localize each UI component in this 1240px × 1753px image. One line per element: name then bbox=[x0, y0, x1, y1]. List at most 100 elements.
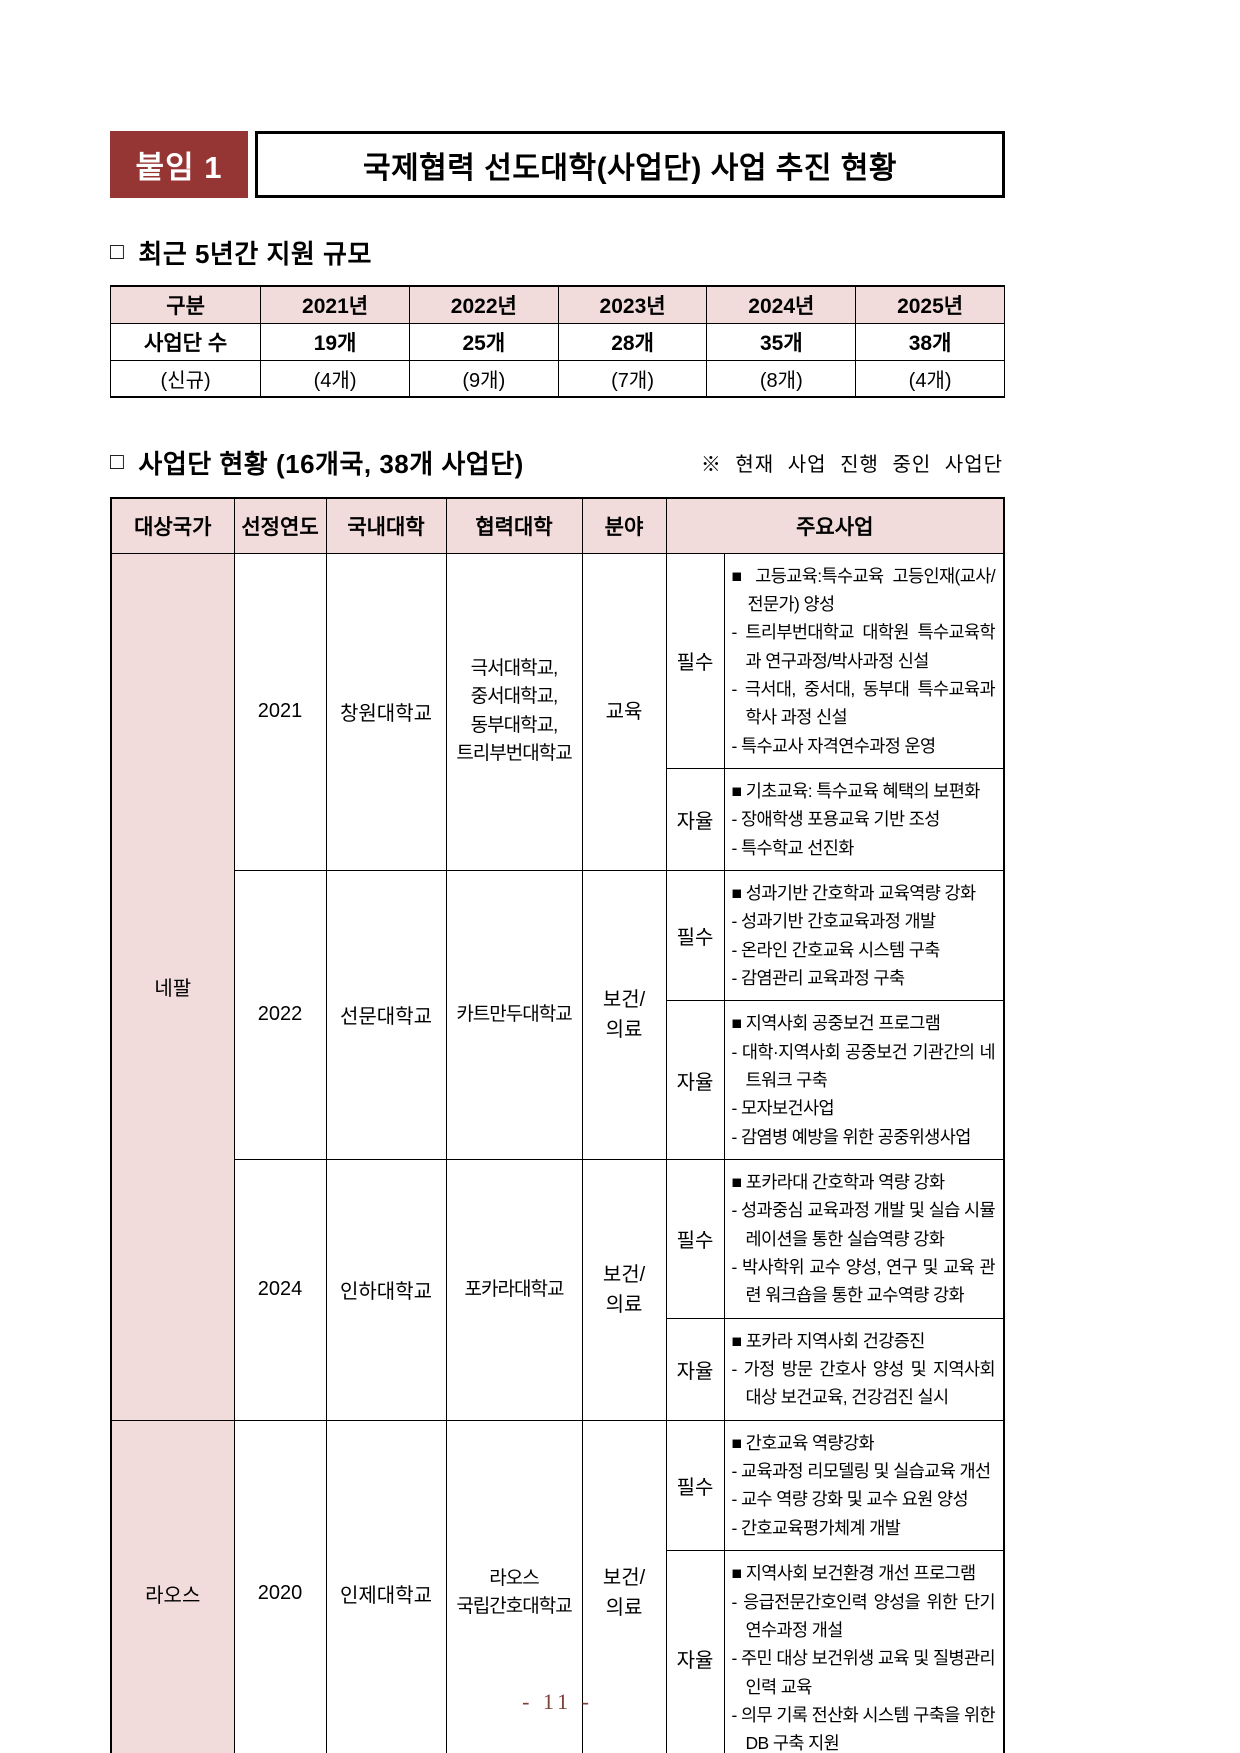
row-label: 사업단 수 bbox=[109, 323, 262, 361]
cell: 28개 bbox=[557, 323, 708, 361]
program-line: - 온라인 간호교육 시스템 구축 bbox=[731, 939, 941, 960]
cell: (4개) bbox=[855, 360, 1005, 398]
program-line: - 응급전문간호인력 양성을 위한 단기 연수과정 개설 bbox=[731, 1591, 996, 1640]
program-line: ■ 고등교육:특수교육 고등인재(교사/전문가) 양성 bbox=[731, 565, 996, 614]
cell: (7개) bbox=[557, 360, 708, 398]
programs-cell: ■ 성과기반 간호학과 교육역량 강화 - 성과기반 간호교육과정 개발 - 온… bbox=[723, 869, 1005, 1002]
program-line: - 트리부번대학교 대학원 특수교육학과 연구과정/박사과정 신설 bbox=[731, 622, 996, 671]
partner-univ-cell: 포카라대학교 bbox=[445, 1159, 583, 1421]
year-cell: 2021 bbox=[233, 552, 327, 871]
track-label-cell: 자율 bbox=[665, 1317, 725, 1421]
track-label-cell: 자율 bbox=[665, 1550, 725, 1753]
year-cell: 2020 bbox=[233, 1419, 327, 1753]
cell: (9개) bbox=[408, 360, 559, 398]
track-label-cell: 필수 bbox=[665, 552, 725, 769]
section2-note: ※ 현재 사업 진행 중인 사업단 bbox=[700, 454, 1003, 476]
program-line: - 의무 기록 전산화 시스템 구축을 위한 DB 구축 지원 bbox=[731, 1704, 996, 1753]
col-header: 협력대학 bbox=[445, 497, 583, 554]
table-row: 자율 ■ 지역사회 공중보건 프로그램 - 대학·지역사회 공중보건 기관간의 … bbox=[111, 1000, 1005, 1161]
section2-title: 사업단 현황 (16개국, 38개 사업단) bbox=[138, 449, 524, 479]
square-bullet-icon: □ bbox=[110, 238, 125, 264]
country-cell: 네팔 bbox=[110, 552, 235, 1421]
program-line: - 주민 대상 보건위생 교육 및 질병관리 인력 교육 bbox=[731, 1648, 996, 1697]
col-header: 2025년 bbox=[855, 285, 1005, 324]
program-line: - 감염관리 교육과정 구축 bbox=[731, 967, 906, 988]
domestic-univ-cell: 선문대학교 bbox=[325, 869, 447, 1161]
track-label-cell: 필수 bbox=[665, 1159, 725, 1319]
program-line: - 특수학교 선진화 bbox=[731, 837, 855, 858]
program-table-header-row: 대상국가 선정연도 국내대학 협력대학 분야 주요사업 bbox=[110, 497, 1005, 554]
table-row: (신규) (4개) (9개) (7개) (8개) (4개) bbox=[109, 360, 1005, 398]
row-label: (신규) bbox=[109, 360, 262, 398]
programs-cell: ■ 고등교육:특수교육 고등인재(교사/전문가) 양성 - 트리부번대학교 대학… bbox=[723, 552, 1005, 769]
col-header: 국내대학 bbox=[325, 497, 447, 554]
program-line: - 성과중심 교육과정 개발 및 실습 시뮬레이션을 통한 실습역량 강화 bbox=[731, 1200, 996, 1249]
field-cell: 보건/ 의료 bbox=[581, 869, 667, 1161]
program-line: - 감염병 예방을 위한 공중위생사업 bbox=[731, 1126, 972, 1147]
domestic-univ-cell: 인하대학교 bbox=[325, 1159, 447, 1421]
program-line: ■ 지역사회 공중보건 프로그램 bbox=[731, 1013, 941, 1034]
cell: (4개) bbox=[260, 360, 410, 398]
program-line: ■ 지역사회 보건환경 개선 프로그램 bbox=[731, 1563, 977, 1584]
program-line: ■ 포카라 지역사회 건강증진 bbox=[731, 1330, 926, 1351]
partner-univ-cell: 극서대학교, 중서대학교, 동부대학교, 트리부번대학교 bbox=[445, 552, 583, 871]
table-row: 자율 ■ 지역사회 보건환경 개선 프로그램 - 응급전문간호인력 양성을 위한… bbox=[111, 1550, 1005, 1753]
track-label-cell: 자율 bbox=[665, 1000, 725, 1161]
table-row: 네팔 2021 창원대학교 극서대학교, 중서대학교, 동부대학교, 트리부번대… bbox=[110, 552, 1005, 1421]
partner-univ-cell: 카트만두대학교 bbox=[445, 869, 583, 1161]
page-number: - 11 - bbox=[522, 1689, 593, 1714]
program-line: - 박사학위 교수 양성, 연구 및 교육 관련 워크숍을 통한 교수역량 강화 bbox=[731, 1257, 996, 1306]
programs-cell: ■ 포카라 지역사회 건강증진 - 가정 방문 간호사 양성 및 지역사회 대상… bbox=[723, 1317, 1005, 1421]
section2-heading: □ 사업단 현황 (16개국, 38개 사업단) ※ 현재 사업 진행 중인 사… bbox=[110, 444, 1005, 481]
program-line: - 교수 역량 강화 및 교수 요원 양성 bbox=[731, 1489, 969, 1510]
programs-cell: ■ 지역사회 보건환경 개선 프로그램 - 응급전문간호인력 양성을 위한 단기… bbox=[723, 1550, 1005, 1753]
table-row: 자율 ■ 기초교육: 특수교육 혜택의 보편화 - 장애학생 포용교육 기반 조… bbox=[111, 767, 1005, 871]
track-label-cell: 필수 bbox=[665, 869, 725, 1002]
program-line: - 대학·지역사회 공중보건 기관간의 네트워크 구축 bbox=[731, 1041, 996, 1090]
cell: 19개 bbox=[260, 323, 410, 361]
table-row: 라오스 2020 인제대학교 라오스 국립간호대학교 보건/ 의료 필수 ■ 간… bbox=[110, 1419, 1005, 1753]
field-cell: 보건/ 의료 bbox=[581, 1419, 667, 1753]
year-cell: 2024 bbox=[233, 1159, 327, 1421]
programs-cell: ■ 포카라대 간호학과 역량 강화 - 성과중심 교육과정 개발 및 실습 시뮬… bbox=[723, 1159, 1005, 1319]
square-bullet-icon: □ bbox=[110, 448, 125, 474]
doc-title: 국제협력 선도대학(사업단) 사업 추진 현황 bbox=[255, 131, 1005, 198]
table-row: 사업단 수 19개 25개 28개 35개 38개 bbox=[109, 323, 1005, 361]
program-line: - 모자보건사업 bbox=[731, 1098, 835, 1119]
col-header: 2023년 bbox=[557, 285, 708, 324]
section1-heading: □ 최근 5년간 지원 규모 bbox=[110, 234, 1005, 271]
col-header: 구분 bbox=[109, 285, 262, 324]
program-line: - 극서대, 중서대, 동부대 특수교육과 학사 과정 신설 bbox=[731, 678, 996, 728]
country-cell: 라오스 bbox=[110, 1419, 235, 1753]
cell: 35개 bbox=[706, 323, 857, 361]
partner-univ-cell: 라오스 국립간호대학교 bbox=[445, 1419, 583, 1753]
program-line: - 장애학생 포용교육 기반 조성 bbox=[731, 809, 941, 830]
program-table: 대상국가 선정연도 국내대학 협력대학 분야 주요사업 네팔 2021 창원대학… bbox=[110, 497, 1005, 1753]
program-line: ■ 기초교육: 특수교육 혜택의 보편화 bbox=[731, 780, 981, 801]
program-line: - 간호교육평가체계 개발 bbox=[731, 1517, 901, 1538]
support-table: 구분 2021년 2022년 2023년 2024년 2025년 사업단 수 1… bbox=[109, 285, 1005, 398]
support-table-header-row: 구분 2021년 2022년 2023년 2024년 2025년 bbox=[109, 285, 1005, 324]
table-row: 2024 인하대학교 포카라대학교 보건/ 의료 필수 ■ 포카라대 간호학과 … bbox=[111, 1159, 1005, 1421]
track-label-cell: 필수 bbox=[665, 1419, 725, 1552]
col-header: 대상국가 bbox=[110, 497, 235, 554]
cell: 38개 bbox=[855, 323, 1005, 361]
section1-title: 최근 5년간 지원 규모 bbox=[138, 239, 372, 269]
program-line: ■ 포카라대 간호학과 역량 강화 bbox=[731, 1172, 946, 1193]
col-header: 주요사업 bbox=[665, 497, 1005, 554]
program-line: ■ 간호교육 역량강화 bbox=[731, 1432, 875, 1453]
col-header: 분야 bbox=[581, 497, 667, 554]
program-line: - 성과기반 간호교육과정 개발 bbox=[731, 911, 937, 932]
program-line: ■ 성과기반 간호학과 교육역량 강화 bbox=[731, 882, 977, 903]
program-line: - 특수교사 자격연수과정 운영 bbox=[731, 735, 937, 756]
col-header: 2022년 bbox=[408, 285, 559, 324]
attachment-badge: 붙임 1 bbox=[110, 131, 248, 198]
programs-cell: ■ 기초교육: 특수교육 혜택의 보편화 - 장애학생 포용교육 기반 조성 -… bbox=[723, 767, 1005, 871]
programs-cell: ■ 간호교육 역량강화 - 교육과정 리모델링 및 실습교육 개선 - 교수 역… bbox=[723, 1419, 1005, 1552]
field-cell: 교육 bbox=[581, 552, 667, 871]
cell: 25개 bbox=[408, 323, 559, 361]
cell: (8개) bbox=[706, 360, 857, 398]
col-header: 선정연도 bbox=[233, 497, 327, 554]
doc-header: 붙임 1 국제협력 선도대학(사업단) 사업 추진 현황 bbox=[110, 131, 1005, 198]
